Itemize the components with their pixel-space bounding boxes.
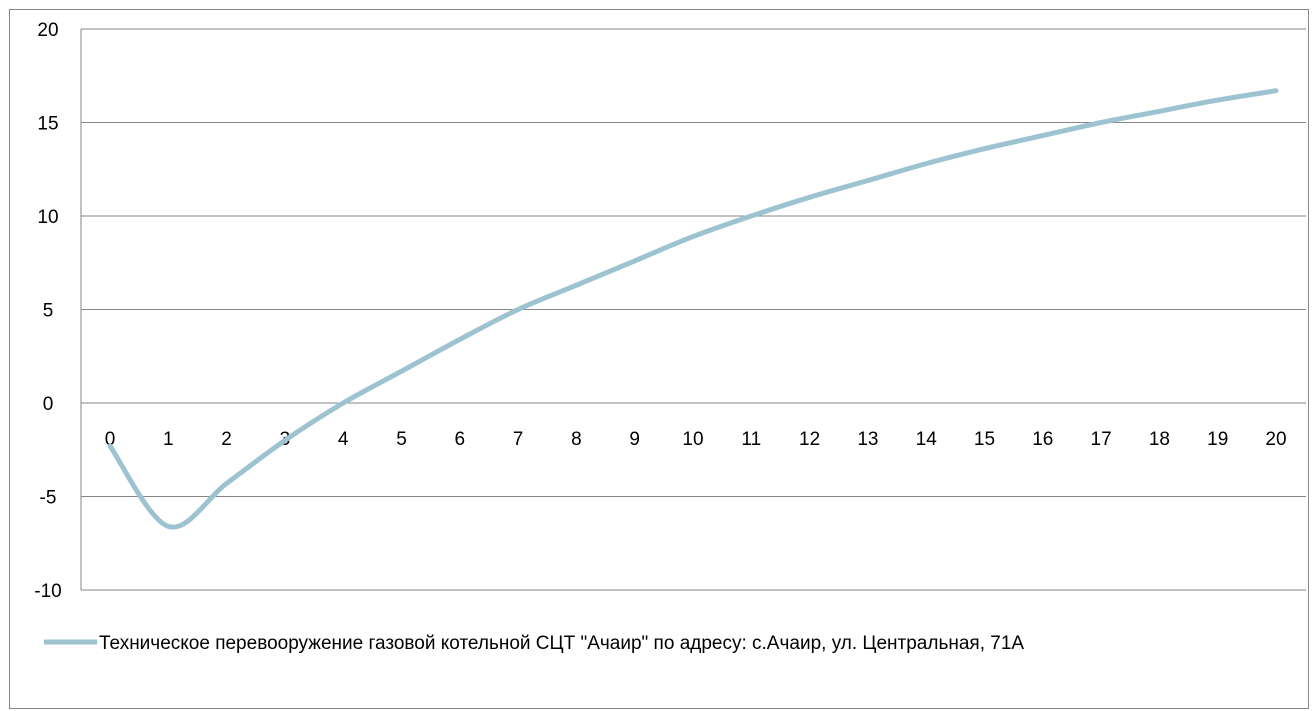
x-tick-label: 6 — [455, 429, 466, 450]
x-tick-label: 7 — [513, 429, 524, 450]
x-tick-label: 15 — [974, 429, 995, 450]
y-axis-tick-labels: 20 15 10 5 0 -5 -10 — [34, 20, 61, 602]
y-tick-label: -10 — [34, 581, 61, 602]
x-tick-label: 13 — [857, 429, 878, 450]
y-tick-label: 5 — [43, 301, 54, 322]
series-line — [107, 88, 1279, 530]
y-tick-label: -5 — [40, 488, 57, 509]
x-tick-label: 2 — [221, 429, 232, 450]
x-tick-label: 17 — [1091, 429, 1112, 450]
x-tick-label: 10 — [682, 429, 703, 450]
x-tick-label: 11 — [741, 429, 761, 450]
legend-label: Техническое перевооружение газовой котел… — [99, 633, 1024, 654]
x-tick-label: 0 — [105, 429, 116, 450]
x-tick-label: 4 — [338, 429, 349, 450]
x-tick-label: 19 — [1207, 429, 1228, 450]
x-tick-label: 16 — [1032, 429, 1053, 450]
x-tick-label: 14 — [916, 429, 938, 450]
x-tick-label: 9 — [629, 429, 640, 450]
y-tick-label: 15 — [37, 114, 58, 135]
x-tick-label: 8 — [571, 429, 582, 450]
x-tick-label: 20 — [1265, 429, 1286, 450]
y-tick-label: 20 — [37, 20, 58, 41]
x-tick-label: 5 — [396, 429, 407, 450]
x-tick-label: 1 — [163, 429, 174, 450]
y-tick-label: 10 — [37, 207, 58, 228]
gridlines — [80, 28, 1306, 591]
series-lines — [107, 88, 1279, 530]
x-tick-label: 18 — [1149, 429, 1170, 450]
y-tick-label: 0 — [43, 394, 54, 415]
x-tick-label: 12 — [799, 429, 820, 450]
legend: Техническое перевооружение газовой котел… — [44, 633, 1024, 654]
